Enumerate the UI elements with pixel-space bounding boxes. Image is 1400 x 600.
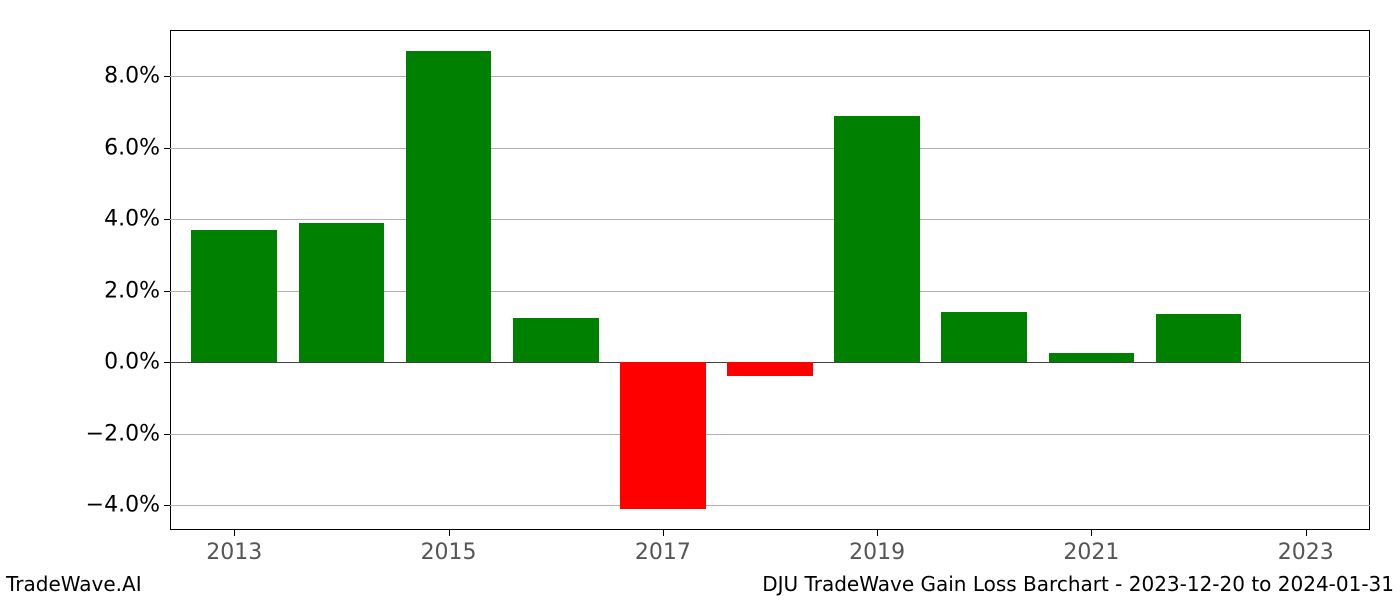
chart-stage: −4.0% −2.0% 0.0% 2.0% 4.0% 6.0% 8.0% 2013 2015 20… (0, 0, 1400, 600)
bar (513, 318, 599, 363)
y-tick-label: −2.0% (86, 421, 170, 446)
bar (620, 362, 706, 508)
y-gridline (170, 434, 1370, 435)
x-tick-label: 2013 (206, 530, 262, 565)
x-tick-label: 2021 (1063, 530, 1119, 565)
bar (1049, 353, 1135, 362)
spine-bottom (170, 529, 1370, 530)
y-tick-label: 6.0% (104, 135, 170, 160)
x-tick-label: 2015 (421, 530, 477, 565)
bar (406, 51, 492, 362)
bar (941, 312, 1027, 362)
footer-left-text: TradeWave.AI (6, 572, 142, 596)
bar-chart: −4.0%−2.0%0.0%2.0%4.0%6.0%8.0%2013201520… (170, 30, 1370, 530)
x-tick-label: 2023 (1278, 530, 1334, 565)
y-gridline (170, 76, 1370, 77)
spine-left (170, 30, 171, 530)
bar (1156, 314, 1242, 362)
spine-top (170, 30, 1370, 31)
y-gridline (170, 219, 1370, 220)
bar (299, 223, 385, 362)
y-tick-label: 2.0% (104, 278, 170, 303)
y-tick-label: 4.0% (104, 207, 170, 232)
bar (834, 116, 920, 362)
y-tick-label: 0.0% (104, 350, 170, 375)
x-tick-label: 2019 (849, 530, 905, 565)
bar (727, 362, 813, 376)
y-gridline (170, 505, 1370, 506)
footer-right-text: DJU TradeWave Gain Loss Barchart - 2023-… (762, 572, 1394, 596)
y-tick-label: −4.0% (86, 493, 170, 518)
spine-right (1369, 30, 1370, 530)
x-tick-label: 2017 (635, 530, 691, 565)
bar (191, 230, 277, 362)
y-gridline (170, 148, 1370, 149)
y-tick-label: 8.0% (104, 64, 170, 89)
